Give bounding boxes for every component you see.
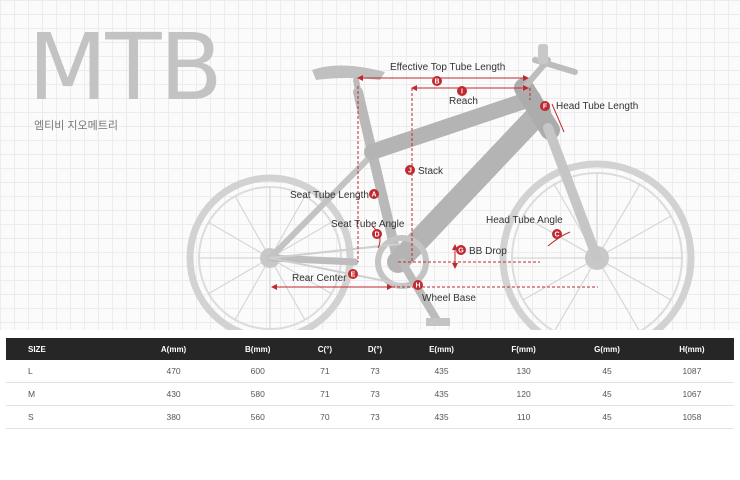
column-header: B(mm) bbox=[215, 338, 300, 360]
table-cell: 71 bbox=[299, 382, 350, 406]
column-header: SIZE bbox=[6, 338, 132, 360]
label-rear-center: Rear Center bbox=[292, 273, 347, 284]
table-cell: 1087 bbox=[649, 360, 734, 383]
table-cell: 435 bbox=[400, 405, 483, 429]
table-cell: 73 bbox=[349, 405, 401, 429]
table-cell: 45 bbox=[564, 360, 650, 383]
table-cell: 110 bbox=[482, 405, 565, 429]
badge-h: H bbox=[413, 280, 423, 290]
badge-g: G bbox=[456, 245, 466, 255]
column-header: H(mm) bbox=[649, 338, 734, 360]
table-row: M 430 580 71 73 435 120 45 1067 bbox=[6, 382, 734, 406]
label-head-tube-length: Head Tube Length bbox=[556, 101, 638, 112]
label-head-tube-angle: Head Tube Angle bbox=[486, 215, 563, 226]
table-cell: L bbox=[6, 360, 132, 383]
column-header: G(mm) bbox=[564, 338, 650, 360]
table-cell: 1067 bbox=[649, 382, 734, 406]
table-cell: M bbox=[6, 382, 132, 406]
table-header-row: SIZE A(mm) B(mm) C(°) D(°) E(mm) F(mm) G… bbox=[6, 338, 734, 360]
badge-e: E bbox=[348, 269, 358, 279]
svg-text:I: I bbox=[461, 89, 463, 96]
geometry-table: SIZE A(mm) B(mm) C(°) D(°) E(mm) F(mm) G… bbox=[6, 338, 734, 429]
label-bb-drop: BB Drop bbox=[469, 246, 507, 257]
table-cell: S bbox=[6, 405, 132, 429]
badge-j: J bbox=[405, 165, 415, 175]
table-cell: 70 bbox=[299, 405, 350, 429]
table-row: S 380 560 70 73 435 110 45 1058 bbox=[6, 405, 734, 429]
rear-wheel bbox=[186, 174, 354, 330]
label-stack: Stack bbox=[418, 166, 444, 177]
svg-text:A: A bbox=[371, 192, 376, 199]
label-seat-tube-angle: Seat Tube Angle bbox=[331, 219, 405, 230]
bike-frame bbox=[266, 44, 602, 326]
table-cell: 120 bbox=[482, 382, 565, 406]
table-cell: 73 bbox=[349, 382, 401, 406]
page-subtitle: 엠티비 지오메트리 bbox=[34, 120, 119, 132]
page-title: MTB bbox=[28, 14, 223, 121]
svg-text:C: C bbox=[554, 232, 559, 239]
column-header: A(mm) bbox=[131, 338, 216, 360]
bike-geometry-diagram: B I F J A D C G E H Effective Top Tube L… bbox=[186, 44, 695, 330]
table-cell: 435 bbox=[400, 382, 483, 406]
label-wheel-base: Wheel Base bbox=[422, 293, 476, 304]
badge-c: C bbox=[552, 229, 562, 239]
table-cell: 130 bbox=[482, 360, 565, 383]
svg-text:F: F bbox=[543, 104, 548, 111]
label-effective-top-tube: Effective Top Tube Length bbox=[390, 62, 505, 73]
table-cell: 600 bbox=[215, 360, 300, 383]
svg-text:B: B bbox=[434, 79, 439, 86]
label-reach: Reach bbox=[449, 96, 478, 107]
badge-d: D bbox=[372, 229, 382, 239]
column-header: F(mm) bbox=[482, 338, 565, 360]
badge-a: A bbox=[369, 189, 379, 199]
table-row: L 470 600 71 73 435 130 45 1087 bbox=[6, 360, 734, 383]
svg-text:E: E bbox=[351, 272, 356, 279]
table-cell: 430 bbox=[131, 382, 216, 406]
badge-f: F bbox=[540, 101, 550, 111]
badge-i: I bbox=[457, 86, 467, 96]
table-cell: 45 bbox=[564, 405, 650, 429]
badge-b: B bbox=[432, 76, 442, 86]
column-header: E(mm) bbox=[400, 338, 483, 360]
svg-text:H: H bbox=[415, 283, 420, 290]
table-cell: 580 bbox=[215, 382, 300, 406]
svg-text:G: G bbox=[458, 248, 464, 255]
table-cell: 1058 bbox=[649, 405, 734, 429]
table-cell: 560 bbox=[215, 405, 300, 429]
label-seat-tube-length: Seat Tube Length bbox=[290, 190, 369, 201]
table-cell: 45 bbox=[564, 382, 650, 406]
table-cell: 73 bbox=[349, 360, 401, 383]
table-cell: 435 bbox=[400, 360, 483, 383]
column-header: D(°) bbox=[349, 338, 401, 360]
svg-text:J: J bbox=[408, 168, 412, 175]
table-cell: 71 bbox=[299, 360, 350, 383]
table-cell: 470 bbox=[131, 360, 216, 383]
table-cell: 380 bbox=[131, 405, 216, 429]
column-header: C(°) bbox=[299, 338, 350, 360]
svg-text:D: D bbox=[374, 232, 379, 239]
